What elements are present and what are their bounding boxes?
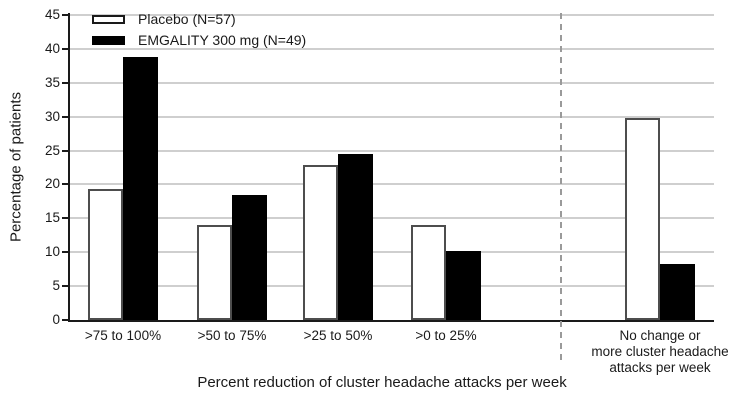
category-label-2: >25 to 50% — [303, 328, 373, 343]
bar-emgality-1 — [232, 195, 267, 320]
category-label-4: No change or more cluster headache attac… — [591, 328, 729, 375]
emgality-swatch-icon — [92, 36, 125, 45]
category-label-0: >75 to 100% — [84, 328, 162, 343]
category-separator-dashed-line — [560, 13, 562, 363]
y-tick-30 — [62, 115, 68, 118]
legend-label: EMGALITY 300 mg (N=49) — [138, 32, 307, 48]
y-tick-0 — [62, 319, 68, 321]
bar-placebo-2 — [303, 165, 338, 320]
y-tick-15 — [62, 217, 68, 220]
y-tick-5 — [62, 285, 68, 288]
y-axis-title: Percentage of patients — [7, 91, 25, 243]
gridline-5 — [70, 285, 714, 288]
x-axis-title: Percent reduction of cluster headache at… — [197, 374, 567, 391]
gridline-35 — [70, 81, 714, 84]
gridline-20 — [70, 183, 714, 186]
legend-item-placebo: Placebo (N=57) — [92, 11, 306, 28]
y-tick-20 — [62, 183, 68, 186]
bar-placebo-1 — [197, 225, 232, 320]
bar-emgality-3 — [446, 251, 481, 320]
y-tick-35 — [62, 81, 68, 84]
gridline-45 — [70, 14, 714, 16]
y-axis-line — [68, 13, 70, 322]
category-label-1: >50 to 75% — [197, 328, 267, 343]
bar-emgality-2 — [338, 154, 373, 320]
gridline-25 — [70, 149, 714, 152]
category-label-3: >0 to 25% — [415, 328, 477, 343]
bar-emgality-0 — [123, 57, 158, 320]
gridline-15 — [70, 217, 714, 220]
y-tick-label-15: 15 — [44, 210, 60, 226]
y-tick-45 — [62, 14, 68, 16]
y-tick-label-20: 20 — [44, 176, 60, 192]
placebo-swatch-icon — [92, 15, 125, 24]
y-tick-label-5: 5 — [52, 278, 60, 294]
gridline-10 — [70, 251, 714, 254]
bar-placebo-4 — [625, 118, 660, 320]
y-tick-label-10: 10 — [44, 244, 60, 260]
gridline-40 — [70, 47, 714, 50]
y-tick-label-45: 45 — [44, 7, 60, 22]
y-tick-10 — [62, 251, 68, 254]
y-tick-label-0: 0 — [52, 312, 60, 327]
legend-item-emgality: EMGALITY 300 mg (N=49) — [92, 32, 306, 49]
bar-placebo-3 — [411, 225, 446, 320]
bar-placebo-0 — [88, 189, 123, 320]
y-tick-25 — [62, 149, 68, 152]
legend: Placebo (N=57) EMGALITY 300 mg (N=49) — [92, 11, 306, 49]
y-tick-40 — [62, 47, 68, 50]
y-tick-label-25: 25 — [44, 142, 60, 158]
legend-label: Placebo (N=57) — [138, 11, 236, 27]
y-tick-label-35: 35 — [44, 74, 60, 90]
y-tick-label-30: 30 — [44, 108, 60, 124]
y-tick-label-40: 40 — [44, 40, 60, 56]
bar-emgality-4 — [660, 264, 695, 320]
gridline-30 — [70, 115, 714, 118]
x-axis-line — [68, 320, 714, 322]
